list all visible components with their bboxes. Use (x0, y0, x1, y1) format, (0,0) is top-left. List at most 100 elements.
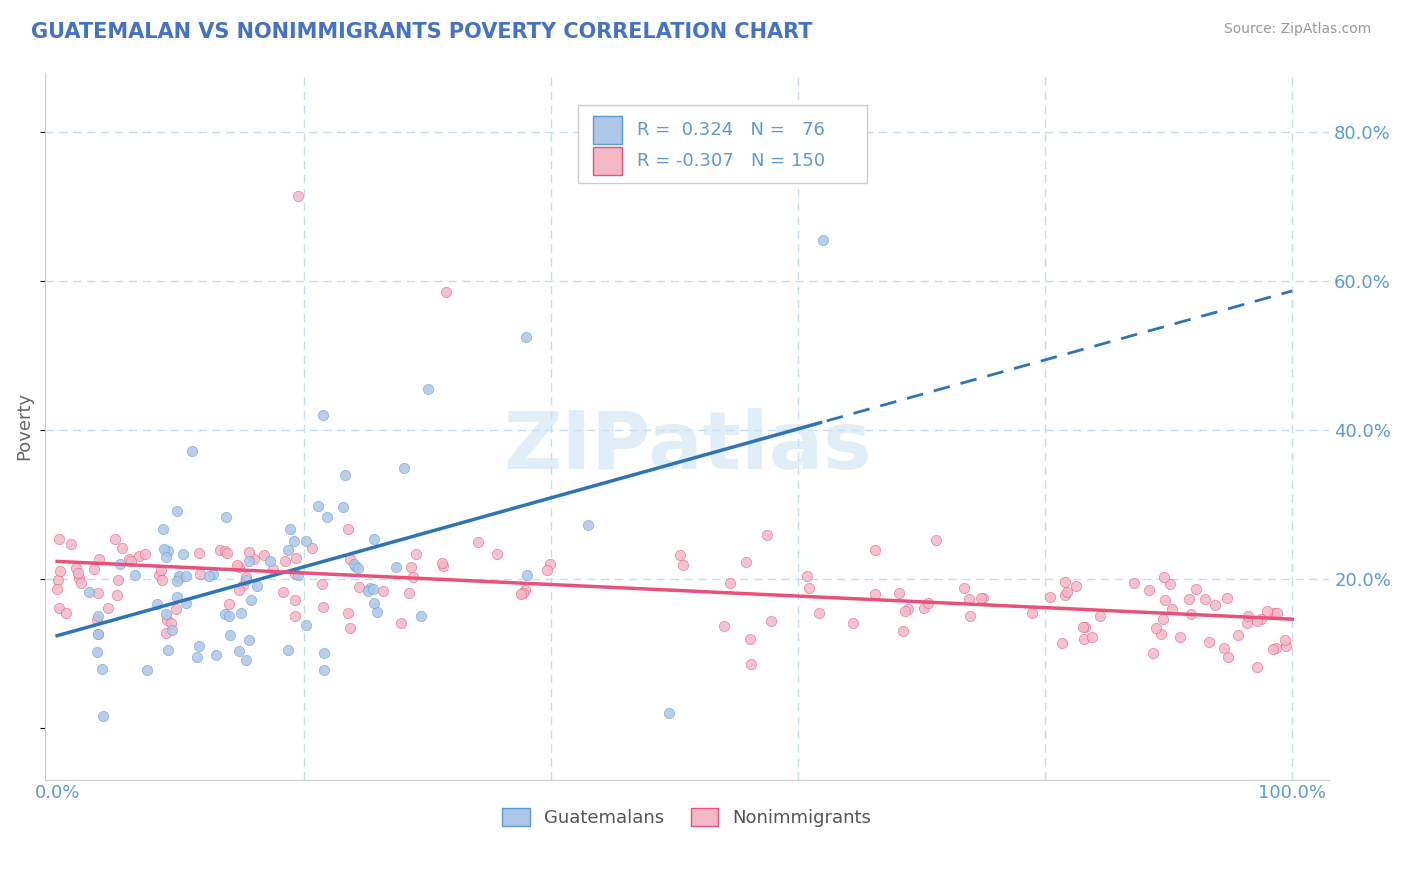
Point (467, 535, 489, 549)
Point (1153, 612, 1175, 626)
Point (111, 541, 134, 555)
Point (124, 568, 146, 582)
Point (295, 617, 318, 632)
Point (228, 559, 250, 574)
Point (228, 644, 250, 658)
Point (713, 618, 735, 632)
Point (110, 557, 132, 571)
Point (180, 444, 202, 458)
Point (167, 571, 190, 585)
Point (1237, 609, 1260, 624)
Point (1081, 630, 1104, 644)
Point (1054, 574, 1077, 589)
Point (312, 408, 335, 422)
Point (107, 574, 129, 588)
Point (808, 606, 831, 620)
Point (240, 593, 263, 607)
Point (253, 548, 276, 562)
Point (894, 604, 917, 618)
Point (301, 541, 323, 555)
Point (536, 563, 558, 577)
Point (166, 574, 188, 589)
Text: GUATEMALAN VS NONIMMIGRANTS POVERTY CORRELATION CHART: GUATEMALAN VS NONIMMIGRANTS POVERTY CORR… (31, 22, 813, 42)
Point (337, 522, 360, 536)
Point (363, 596, 385, 610)
Point (204, 648, 226, 663)
Point (225, 558, 247, 572)
Point (405, 547, 427, 561)
Point (672, 558, 695, 573)
Point (1184, 582, 1206, 597)
Point (155, 549, 177, 564)
Point (274, 554, 297, 568)
Point (157, 642, 180, 657)
Point (398, 585, 420, 599)
Point (1246, 614, 1268, 628)
Point (343, 559, 366, 574)
Point (841, 615, 863, 630)
Point (1236, 615, 1258, 630)
Point (1263, 607, 1285, 621)
Point (1052, 636, 1074, 650)
Point (218, 597, 240, 611)
Point (188, 566, 211, 581)
Point (959, 609, 981, 624)
Point (155, 626, 177, 640)
Point (332, 500, 354, 515)
Point (1071, 620, 1094, 634)
Y-axis label: Poverty: Poverty (15, 392, 32, 460)
Point (246, 579, 269, 593)
Point (91, 709, 114, 723)
Point (1227, 627, 1250, 641)
Point (307, 500, 329, 514)
Point (235, 569, 257, 583)
Point (214, 543, 236, 558)
Point (262, 561, 284, 575)
Point (215, 546, 238, 560)
Point (278, 522, 301, 536)
Point (738, 632, 761, 646)
Point (150, 574, 173, 588)
Point (512, 586, 534, 600)
Point (97, 601, 120, 615)
Point (87, 627, 110, 641)
Point (295, 534, 318, 549)
Point (86, 644, 108, 658)
Point (89, 552, 111, 566)
Point (165, 602, 187, 616)
Point (796, 568, 818, 582)
Point (208, 542, 231, 557)
Point (434, 285, 457, 300)
Point (1168, 630, 1191, 644)
Point (1194, 591, 1216, 606)
Point (972, 591, 994, 605)
Point (128, 549, 150, 563)
Point (214, 607, 236, 621)
Point (149, 562, 172, 576)
Point (761, 614, 783, 628)
Point (485, 547, 508, 561)
Point (1274, 632, 1296, 647)
Point (363, 532, 385, 546)
Point (172, 547, 194, 561)
Point (186, 650, 208, 665)
Point (740, 657, 762, 671)
Text: R = -0.307   N = 150: R = -0.307 N = 150 (637, 153, 825, 170)
Point (399, 559, 422, 574)
Point (60, 536, 83, 550)
Point (1153, 570, 1175, 584)
Point (509, 586, 531, 600)
Point (1212, 641, 1234, 656)
Point (66, 566, 89, 580)
Point (333, 467, 356, 482)
Point (339, 621, 361, 635)
Point (188, 639, 211, 653)
Point (1161, 602, 1184, 616)
Point (160, 615, 183, 630)
Point (86, 609, 108, 624)
Point (91, 663, 114, 677)
Point (87, 627, 110, 641)
Point (669, 548, 692, 562)
Point (925, 533, 948, 547)
Point (284, 609, 307, 624)
